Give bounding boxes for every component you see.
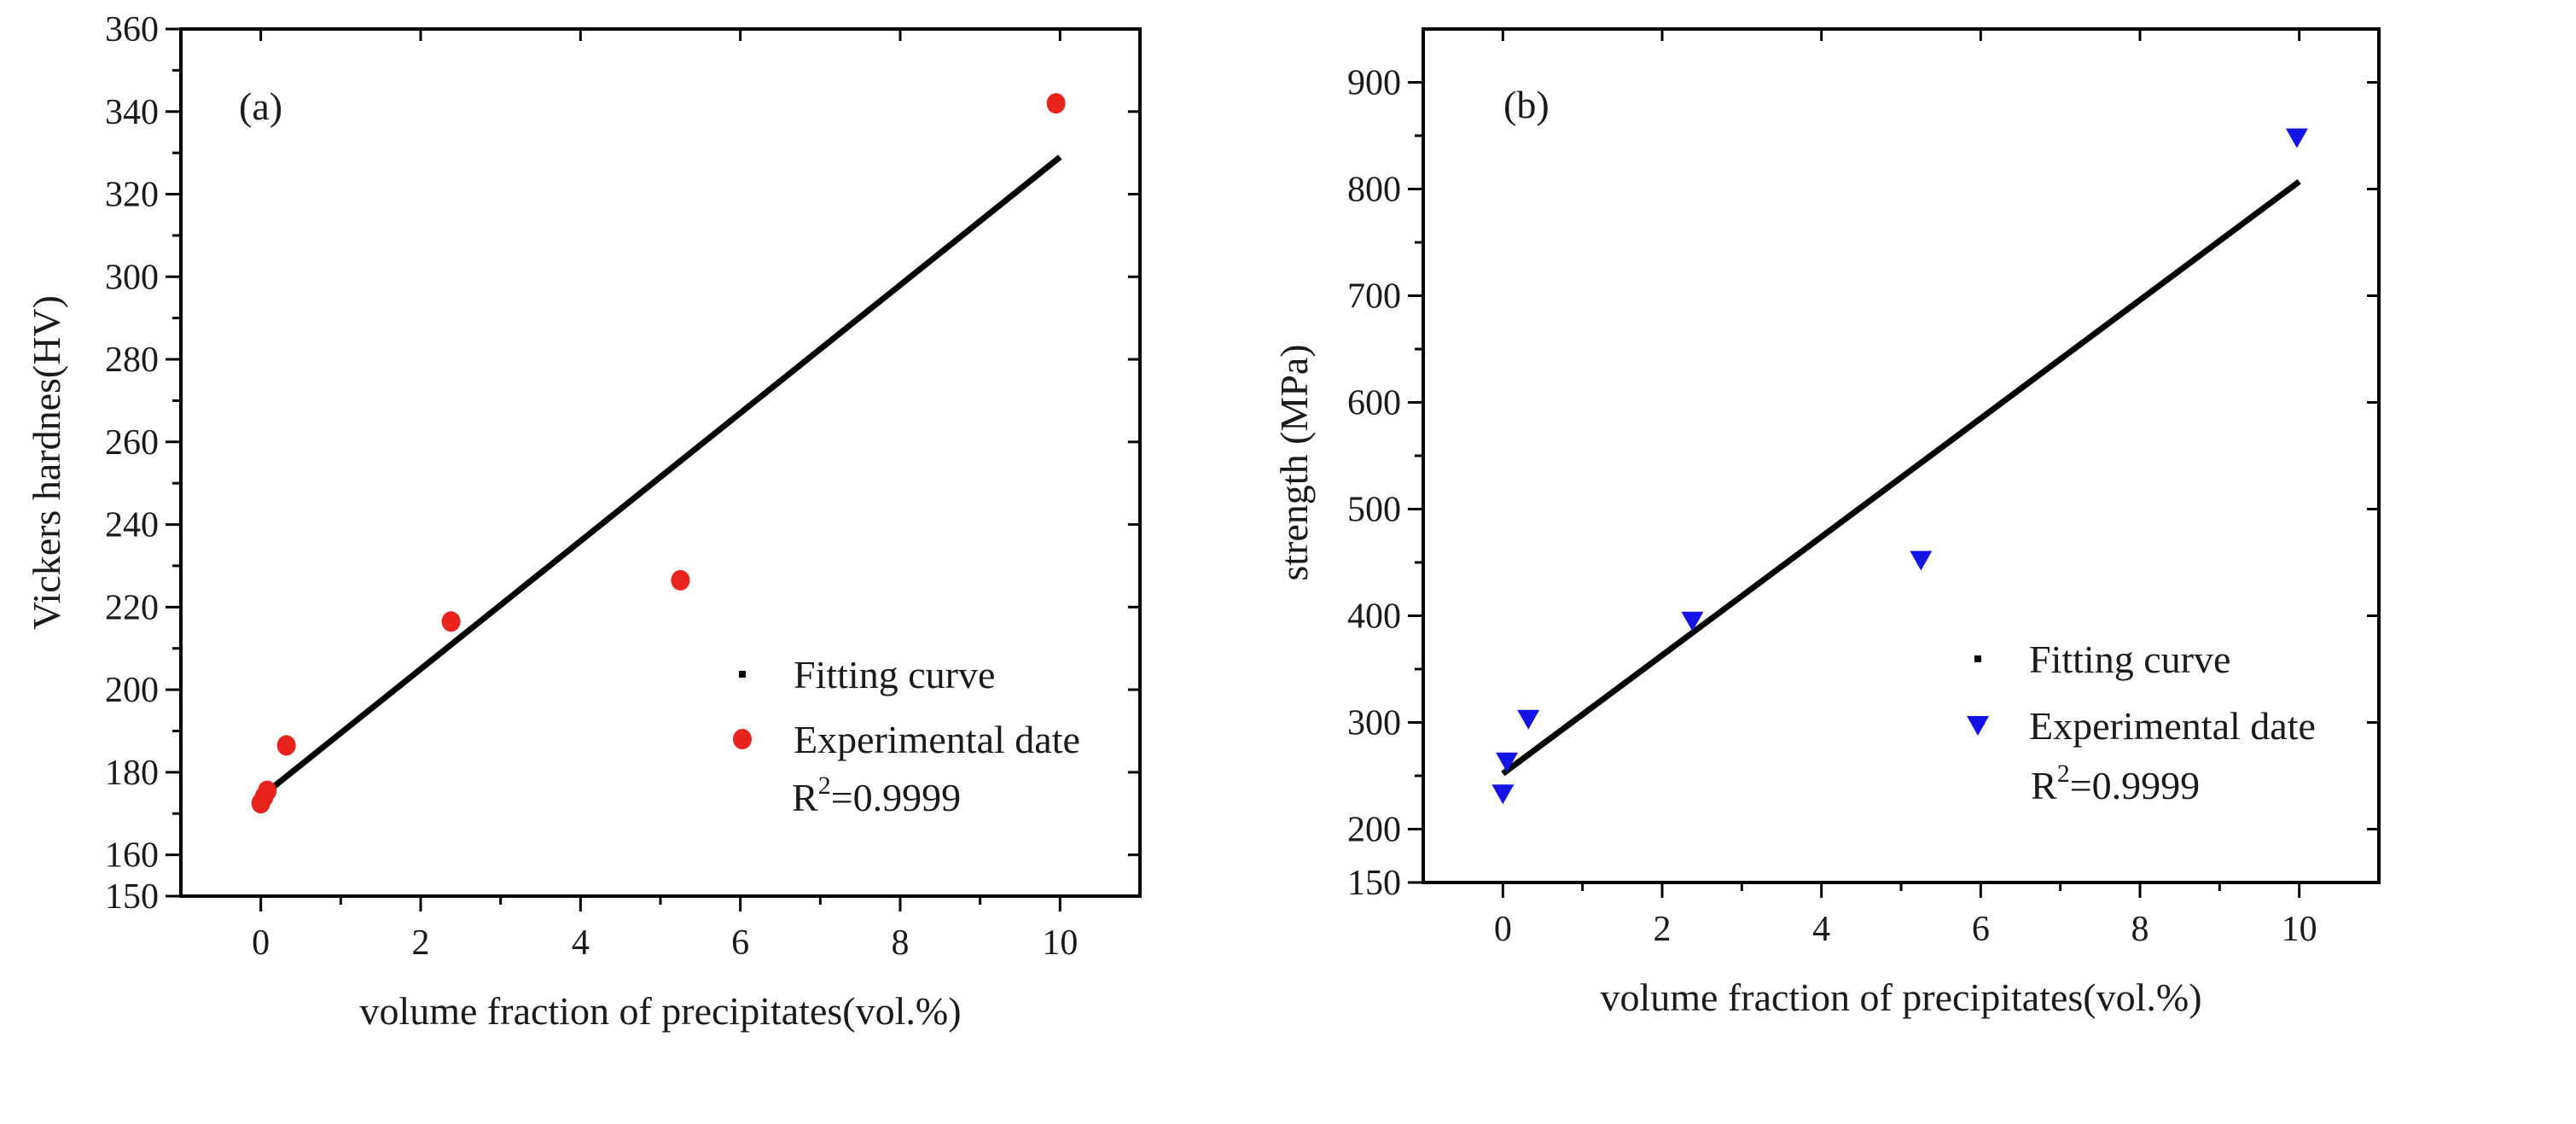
y-tick-label: 240 <box>105 506 159 545</box>
y-tick-label: 340 <box>105 93 159 132</box>
legend-label-experimental: Experimental date <box>2029 704 2316 748</box>
r-squared-annotation: R2=0.9999 <box>2031 760 2200 807</box>
y-tick-label: 360 <box>105 10 159 50</box>
r-squared-value: =0.9999 <box>2070 764 2200 807</box>
chart-panel-b: 0 2 4 6 8 10 150 200 300 400 500 600 700 800 900 volume… <box>1272 27 2381 1019</box>
y-tick-label: 320 <box>105 176 159 215</box>
x-tick-label: 2 <box>412 923 430 963</box>
y-tick-label: 150 <box>105 877 159 917</box>
y-tick-label: 280 <box>105 341 159 380</box>
data-point-triangle <box>1496 752 1518 772</box>
legend-label-fitting-curve: Fitting curve <box>794 653 995 696</box>
y-tick-label: 800 <box>1347 171 1401 210</box>
legend-marker-experimental <box>1967 716 1989 736</box>
y-tick-label: 200 <box>105 671 159 710</box>
data-point-triangle <box>1517 709 1540 730</box>
x-tick-label: 10 <box>1042 923 1078 963</box>
y-tick-label: 700 <box>1347 277 1401 317</box>
legend-marker-fitting-curve <box>1974 655 1981 662</box>
r-squared-annotation: R2=0.9999 <box>792 772 961 819</box>
y-tick-label: 200 <box>1347 811 1401 850</box>
data-point-triangle <box>2285 128 2308 149</box>
plot-frame <box>1422 27 2381 884</box>
panel-label: (b) <box>1503 83 1550 126</box>
x-tick-label: 0 <box>252 923 270 963</box>
data-point-triangle <box>1492 784 1515 805</box>
y-tick-label: 220 <box>105 588 159 627</box>
r-squared-base: R <box>2031 764 2057 807</box>
panel-label: (a) <box>239 84 282 128</box>
x-tick-label: 0 <box>1494 910 1512 949</box>
data-point-circle <box>276 735 296 756</box>
x-tick-label: 6 <box>1972 910 1990 949</box>
y-tick-label: 150 <box>1347 864 1401 903</box>
y-tick-label: 900 <box>1347 64 1401 103</box>
legend: Fitting curve Experimental date R2=0.9999 <box>733 653 1080 819</box>
y-tick-label: 500 <box>1347 491 1401 530</box>
x-tick-label: 2 <box>1654 910 1672 949</box>
legend-label-experimental: Experimental date <box>794 718 1080 761</box>
r-squared-base: R <box>792 776 818 819</box>
y-tick-label: 160 <box>105 836 159 876</box>
y-tick-label: 260 <box>105 423 159 463</box>
y-tick-label: 600 <box>1347 384 1401 423</box>
data-point-triangle <box>1681 611 1704 632</box>
r-squared-superscript: 2 <box>818 772 831 800</box>
x-axis-title: volume fraction of precipitates(vol.%) <box>1600 975 2201 1019</box>
legend-label-fitting-curve: Fitting curve <box>2029 638 2230 681</box>
legend-marker-experimental <box>733 729 752 749</box>
x-axis-title: volume fraction of precipitates(vol.%) <box>359 989 961 1033</box>
data-point-circle <box>1046 93 1066 114</box>
legend: Fitting curve Experimental date R2=0.9999 <box>1967 638 2316 807</box>
fitting-curve-line <box>259 154 1062 800</box>
y-tick-label: 300 <box>105 258 159 297</box>
fitting-curve-line <box>1501 178 2301 777</box>
x-tick-label: 10 <box>2282 910 2317 949</box>
x-tick-label: 8 <box>2131 910 2149 949</box>
data-point-circle <box>441 611 461 632</box>
data-point-circle <box>258 780 277 801</box>
x-tick-label: 8 <box>892 923 910 963</box>
data-point-triangle <box>1910 550 1933 571</box>
plot-frame <box>179 27 1142 898</box>
r-squared-superscript: 2 <box>2057 760 2070 788</box>
y-tick-label: 180 <box>105 754 159 793</box>
y-axis-title: strength (MPa) <box>1272 344 1316 580</box>
y-axis-title: Vickers hardnes(HV) <box>25 295 68 630</box>
x-tick-label: 6 <box>731 923 749 963</box>
data-point-circle <box>671 569 690 591</box>
legend-marker-fitting-curve <box>739 671 746 678</box>
r-squared-value: =0.9999 <box>831 776 961 819</box>
x-tick-label: 4 <box>1812 910 1830 949</box>
y-tick-label: 300 <box>1347 704 1401 743</box>
x-tick-label: 4 <box>572 923 590 963</box>
y-tick-label: 400 <box>1347 597 1401 637</box>
